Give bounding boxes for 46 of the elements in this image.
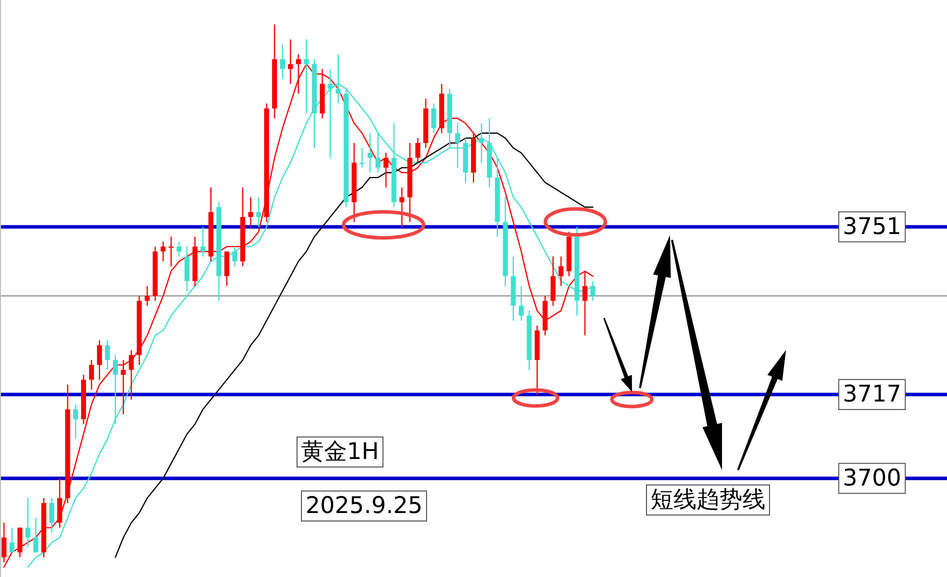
candlestick [455, 122, 460, 168]
annotation: 黄金1H [296, 436, 384, 468]
y-tick-label: 3700 [838, 462, 906, 494]
candlestick [200, 226, 206, 258]
candlestick [120, 359, 126, 415]
candlestick [128, 350, 134, 400]
candlestick [280, 44, 285, 80]
candlestick [176, 241, 182, 258]
y-tick-label: 3717 [842, 382, 902, 408]
candlestick [288, 38, 293, 84]
candlestick [248, 196, 254, 228]
candlestick [415, 137, 420, 164]
candlestick [383, 152, 388, 188]
candlestick [160, 241, 166, 262]
y-tick-label: 3751 [842, 214, 902, 240]
candlestick [89, 359, 94, 390]
candlestick [582, 270, 588, 336]
annotation: 2025.9.25 [300, 490, 428, 522]
annotation: 黄金1H [301, 439, 379, 465]
candlestick [97, 340, 102, 380]
candlestick [112, 354, 118, 425]
candlestick [304, 38, 309, 114]
candlestick [558, 256, 564, 287]
candlestick [9, 527, 14, 553]
line-series [114, 132, 594, 558]
candlestick [478, 122, 484, 164]
candlestick [368, 132, 373, 174]
candlestick [33, 517, 38, 553]
candlestick [168, 236, 174, 267]
y-tick-label: 3717 [838, 379, 906, 410]
candlestick [104, 340, 110, 370]
candlestick [376, 132, 380, 174]
candlestick [232, 246, 238, 267]
candlestick [144, 285, 150, 306]
candlestick [256, 196, 262, 228]
candlestick [25, 497, 30, 548]
candlestick [399, 186, 404, 228]
candlestick [360, 147, 365, 168]
annotation: 短线趋势线 [646, 484, 770, 516]
candlestick [431, 102, 436, 134]
annotation: 短线趋势线 [650, 487, 766, 513]
y-tick-label: 3751 [838, 211, 906, 242]
y-tick-label: 3700 [842, 465, 902, 492]
candlestick [49, 497, 54, 534]
candlestick [73, 404, 78, 440]
annotation: 2025.9.25 [305, 493, 423, 519]
